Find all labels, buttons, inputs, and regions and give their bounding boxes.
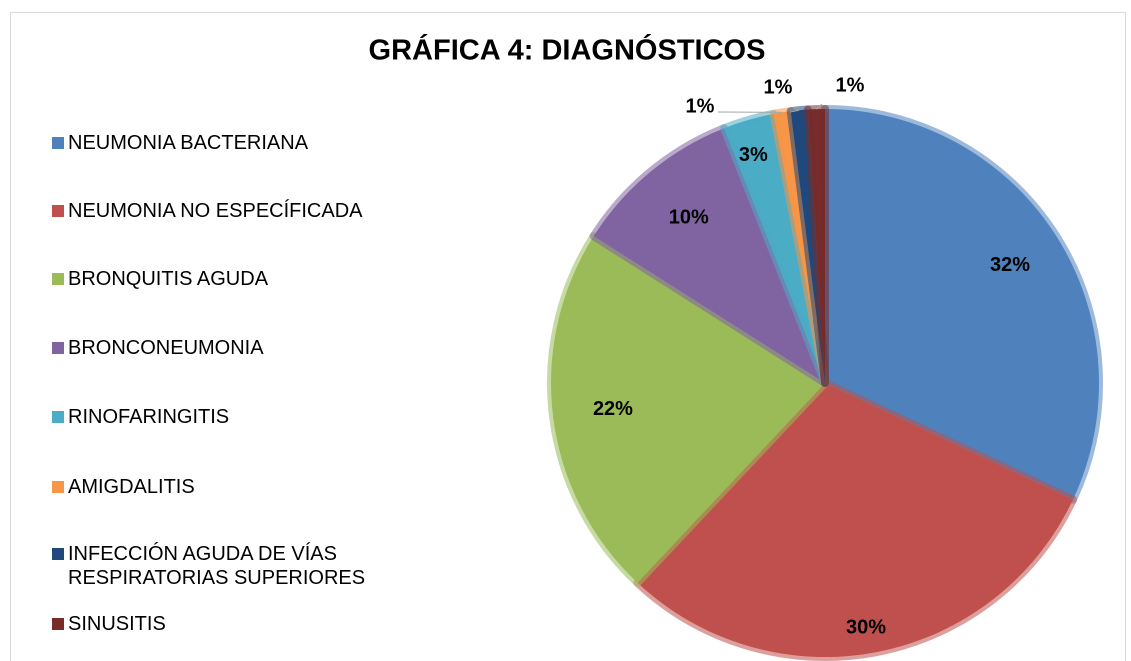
legend-item: NEUMONIA NO ESPECÍFICADA xyxy=(52,199,432,223)
legend-item: SINUSITIS xyxy=(52,612,432,636)
legend-label: SINUSITIS xyxy=(68,613,166,635)
legend-swatch xyxy=(52,137,64,149)
frame xyxy=(10,12,1126,661)
legend-item: INFECCIÓN AGUDA DE VÍAS RESPIRATORIAS SU… xyxy=(52,542,432,590)
legend-swatch xyxy=(52,481,64,493)
legend-swatch xyxy=(52,548,64,560)
legend-label: BRONQUITIS AGUDA xyxy=(68,268,269,290)
legend-label: NEUMONIA NO ESPECÍFICADA xyxy=(68,200,363,222)
pie-slice xyxy=(633,379,1077,661)
legend-label: NEUMONIA BACTERIANA xyxy=(68,132,309,154)
legend-swatch xyxy=(52,205,64,217)
chart-title: GRÁFICA 4: DIAGNÓSTICOS xyxy=(369,33,766,67)
legend-label: INFECCIÓN AGUDA DE VÍAS RESPIRATORIAS SU… xyxy=(68,543,366,589)
data-label: 1% xyxy=(764,76,793,98)
legend-swatch xyxy=(52,618,64,630)
legend-item: AMIGDALITIS xyxy=(52,475,432,499)
pie-slice xyxy=(589,124,829,387)
legend-item: RINOFARINGITIS xyxy=(52,405,432,429)
legend-label: AMIGDALITIS xyxy=(68,476,195,498)
pie-slice xyxy=(803,105,829,387)
data-label: 32% xyxy=(990,254,1030,276)
legend-item: BRONQUITIS AGUDA xyxy=(52,267,432,291)
legend-item: BRONCONEUMONIA xyxy=(52,336,432,360)
legend-swatch xyxy=(52,342,64,354)
data-label: 1% xyxy=(686,95,715,117)
legend-item: NEUMONIA BACTERIANA xyxy=(52,131,432,155)
data-label: 3% xyxy=(739,144,768,166)
leader-line xyxy=(816,103,823,110)
data-label: 22% xyxy=(593,398,633,420)
pie-slice xyxy=(547,232,829,587)
leader-line xyxy=(789,109,800,113)
data-label: 10% xyxy=(669,207,709,229)
pie-slice xyxy=(821,105,1103,504)
legend-swatch xyxy=(52,411,64,423)
data-label: 1% xyxy=(836,74,865,96)
legend-label: RINOFARINGITIS xyxy=(68,406,230,428)
legend-swatch xyxy=(52,273,64,285)
data-label: 30% xyxy=(846,617,886,639)
legend-label: BRONCONEUMONIA xyxy=(68,337,264,359)
